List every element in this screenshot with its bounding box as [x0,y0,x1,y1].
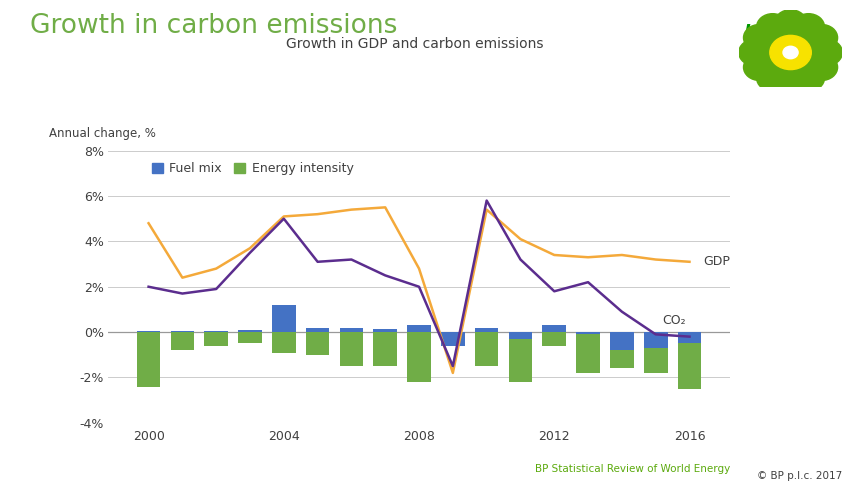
Bar [441,332,465,344]
Circle shape [805,24,837,51]
Bar [407,332,431,382]
Bar [543,325,566,332]
Bar [677,332,702,344]
Bar [677,332,702,389]
Bar [306,332,329,355]
Bar [509,332,532,382]
Bar [340,328,363,332]
Bar [610,332,633,368]
Bar [170,331,194,332]
Bar [137,332,161,386]
Circle shape [774,10,807,36]
Bar [238,332,262,344]
Circle shape [744,54,776,81]
Circle shape [770,35,811,69]
Bar [509,332,532,339]
Circle shape [744,24,776,51]
Bar [205,331,228,332]
Bar [644,332,668,373]
Circle shape [805,54,837,81]
Bar [441,332,465,346]
Bar [644,332,668,348]
Circle shape [783,46,798,59]
Bar [272,332,295,352]
Bar [475,328,499,332]
Bar [272,305,295,332]
Circle shape [810,39,842,66]
Bar [373,329,397,332]
Text: BP Statistical Review of World Energy: BP Statistical Review of World Energy [535,464,730,474]
Circle shape [774,69,807,95]
Bar [205,332,228,346]
Bar [543,332,566,346]
Circle shape [792,65,824,91]
Text: © BP p.l.c. 2017: © BP p.l.c. 2017 [757,471,842,481]
Circle shape [757,14,789,40]
Bar [238,330,262,332]
Bar [340,332,363,366]
Circle shape [757,65,789,91]
Bar [576,332,600,373]
Text: GDP: GDP [703,255,730,268]
Bar [610,332,633,350]
Bar [576,332,600,334]
Bar [373,332,397,366]
Legend: Fuel mix, Energy intensity: Fuel mix, Energy intensity [151,162,353,175]
Text: Growth in carbon emissions: Growth in carbon emissions [30,13,397,39]
Text: Annual change, %: Annual change, % [49,127,156,140]
Text: CO₂: CO₂ [663,314,686,327]
Circle shape [792,14,824,40]
Bar [475,332,499,366]
Bar [407,325,431,332]
Circle shape [739,39,771,66]
Bar [306,328,329,332]
Bar [170,332,194,350]
Bar [137,331,161,332]
Text: Growth in GDP and carbon emissions: Growth in GDP and carbon emissions [286,37,543,51]
Text: bp: bp [744,24,770,42]
